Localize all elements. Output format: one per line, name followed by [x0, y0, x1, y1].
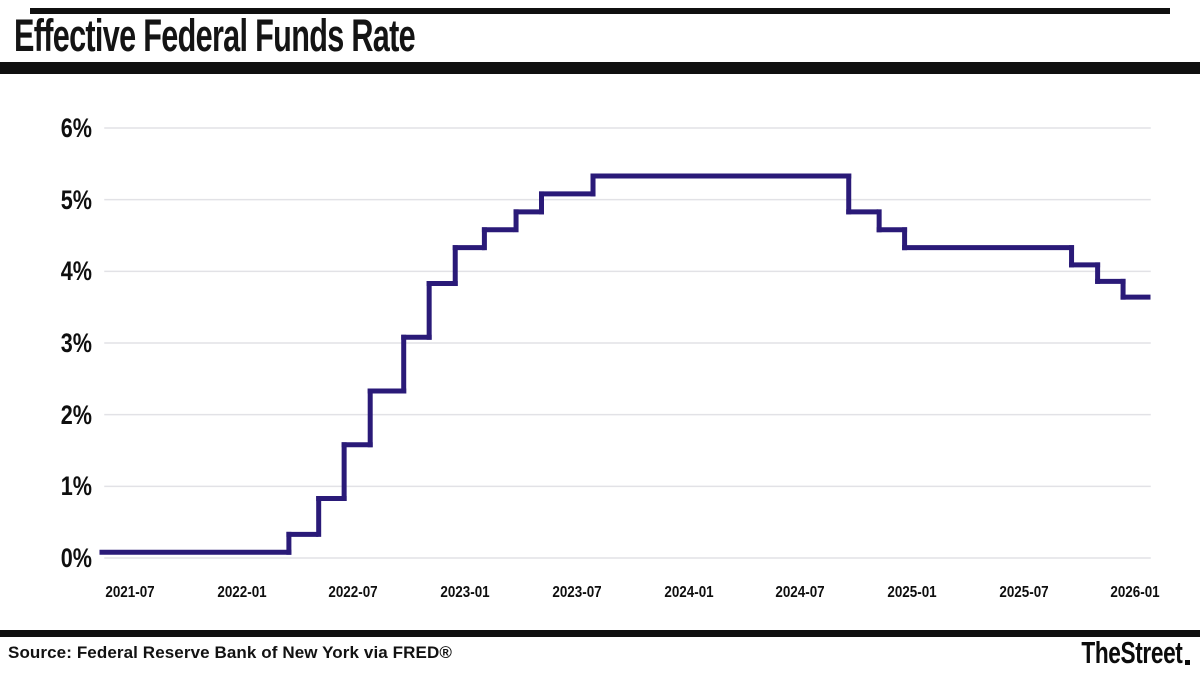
bottom-rule: [0, 630, 1200, 637]
x-tick-label: 2025-07: [999, 584, 1049, 601]
y-tick-label: 3%: [60, 328, 92, 358]
brand-logo-text: TheStreet: [1080, 635, 1182, 670]
x-tick-label: 2024-01: [663, 584, 714, 601]
x-tick-label: 2026-01: [1110, 584, 1161, 601]
y-tick-label: 4%: [60, 256, 92, 287]
x-tick-label: 2021-07: [105, 584, 155, 601]
title-rule: [0, 62, 1200, 74]
x-tick-label: 2023-07: [552, 584, 602, 601]
page-title: Effective Federal Funds Rate: [14, 10, 416, 61]
y-tick-label: 1%: [60, 471, 92, 502]
x-tick-label: 2024-07: [775, 584, 825, 601]
source-text: Source: Federal Reserve Bank of New York…: [8, 643, 452, 662]
x-tick-label: 2022-07: [328, 584, 379, 601]
y-tick-label: 5%: [60, 184, 92, 215]
y-tick-label: 2%: [60, 399, 92, 430]
x-tick-label: 2023-01: [440, 584, 490, 601]
top-rule: [30, 8, 1170, 14]
brand-logo: TheStreet: [1044, 637, 1190, 668]
x-tick-label: 2025-01: [887, 584, 937, 601]
y-tick-label: 6%: [60, 113, 92, 143]
brand-logo-dot-icon: [1185, 660, 1190, 665]
x-tick-label: 2022-01: [217, 584, 267, 601]
y-tick-label: 0%: [60, 543, 92, 573]
